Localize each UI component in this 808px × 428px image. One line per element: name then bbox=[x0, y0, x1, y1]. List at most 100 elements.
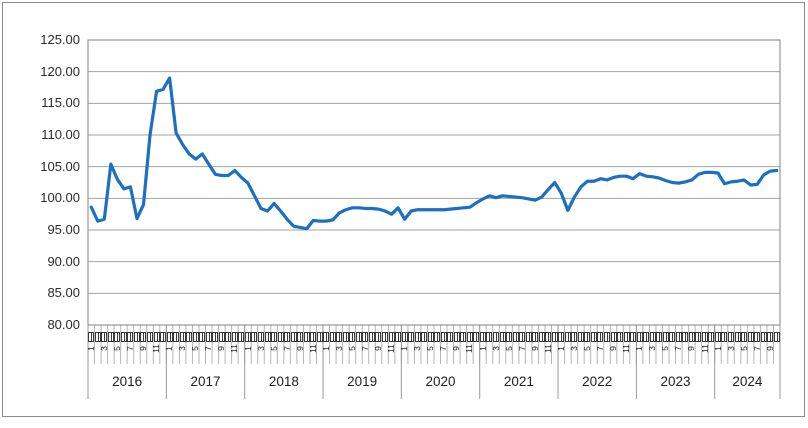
month-glyph-box bbox=[773, 332, 780, 342]
month-glyph-box bbox=[355, 332, 362, 342]
x-tick-label: 9 bbox=[373, 326, 383, 400]
month-glyph-box bbox=[466, 332, 473, 342]
month-glyph-box bbox=[440, 332, 447, 342]
month-glyph-box bbox=[643, 332, 650, 342]
x-tick-label bbox=[368, 326, 376, 400]
x-tick-label bbox=[212, 326, 219, 400]
x-tick-label: 3 bbox=[726, 326, 736, 400]
month-glyph-box bbox=[218, 332, 225, 342]
month-glyph-box bbox=[323, 332, 330, 342]
x-tick-label: 11 bbox=[308, 326, 318, 400]
month-glyph-box bbox=[205, 332, 212, 342]
x-tick-label: 1 bbox=[477, 326, 487, 400]
month-glyph-box bbox=[271, 332, 278, 342]
x-tick-label: 5 bbox=[739, 326, 749, 400]
month-glyph-box bbox=[212, 332, 219, 342]
x-tick-label bbox=[695, 326, 702, 400]
data-series-line bbox=[89, 76, 779, 231]
month-glyph-box bbox=[499, 332, 506, 342]
x-tick-label: 5 bbox=[347, 326, 357, 400]
x-tick-label bbox=[160, 326, 167, 400]
month-glyph-box bbox=[186, 332, 193, 342]
x-tick-label bbox=[342, 326, 350, 400]
month-glyph-box bbox=[669, 332, 676, 342]
month-glyph-box bbox=[101, 332, 108, 342]
x-tick-label: 1 bbox=[634, 326, 644, 400]
month-glyph-box bbox=[662, 332, 669, 342]
x-tick-label: 11 bbox=[464, 326, 474, 400]
month-glyph-box bbox=[519, 332, 526, 342]
month-glyph-box bbox=[741, 332, 748, 342]
x-tick-label: 9 bbox=[295, 326, 305, 400]
month-glyph-box bbox=[597, 332, 604, 342]
x-tick-label bbox=[238, 326, 245, 400]
month-glyph-box bbox=[695, 332, 702, 342]
year-label: 2019 bbox=[347, 374, 378, 389]
month-glyph-box bbox=[349, 332, 356, 342]
x-tick-label bbox=[682, 326, 689, 400]
month-glyph-box bbox=[401, 332, 408, 342]
x-tick-label: 1 bbox=[242, 326, 252, 400]
x-tick-label: 7 bbox=[673, 326, 683, 400]
year-label: 2022 bbox=[582, 374, 613, 389]
y-axis-label: 90.00 bbox=[47, 253, 80, 269]
x-tick-label bbox=[133, 326, 141, 400]
month-glyph-box bbox=[747, 332, 754, 342]
x-tick-label: 7 bbox=[595, 326, 605, 400]
year-label: 2021 bbox=[503, 374, 534, 389]
month-glyph-box bbox=[577, 332, 584, 342]
month-glyph-box bbox=[107, 332, 114, 342]
x-tick-label: 7 bbox=[438, 326, 448, 400]
x-tick-label: 7 bbox=[360, 326, 370, 400]
month-glyph-box bbox=[571, 332, 578, 342]
x-tick-label bbox=[421, 326, 428, 400]
x-tick-label: 3 bbox=[412, 326, 422, 400]
x-tick-label: 11 bbox=[386, 326, 396, 400]
x-tick-label: 11 bbox=[621, 326, 631, 400]
x-tick-label bbox=[603, 326, 611, 400]
x-tick-label: 9 bbox=[765, 326, 775, 400]
month-glyph-box bbox=[166, 332, 173, 342]
month-glyph-box bbox=[682, 332, 689, 342]
y-axis-label: 100.00 bbox=[40, 190, 80, 206]
x-tick-label bbox=[316, 326, 323, 400]
month-glyph-box bbox=[675, 332, 682, 342]
month-glyph-box bbox=[147, 332, 153, 342]
month-glyph-box bbox=[734, 332, 741, 342]
month-glyph-box bbox=[473, 332, 480, 342]
x-tick-label: 9 bbox=[686, 326, 696, 400]
x-tick-label: 3 bbox=[99, 326, 109, 400]
y-axis-label: 110.00 bbox=[41, 127, 80, 142]
x-tick-label bbox=[107, 326, 115, 400]
month-glyph-box bbox=[382, 332, 389, 342]
x-tick-label: 5 bbox=[425, 326, 435, 400]
x-tick-label: 9 bbox=[530, 326, 540, 400]
month-glyph-box bbox=[251, 332, 258, 342]
month-glyph-box bbox=[512, 332, 519, 342]
x-tick-label bbox=[538, 326, 545, 400]
month-glyph-box bbox=[630, 332, 637, 342]
month-glyph-box bbox=[310, 332, 317, 342]
month-glyph-box bbox=[179, 332, 186, 342]
x-tick-label: 1 bbox=[321, 326, 331, 400]
month-glyph-box bbox=[708, 332, 715, 342]
month-glyph-box bbox=[127, 332, 134, 342]
month-glyph-box bbox=[336, 332, 343, 342]
month-glyph-box bbox=[231, 332, 238, 342]
month-glyph-box bbox=[584, 332, 591, 342]
year-label: 2016 bbox=[112, 374, 143, 389]
x-tick-label: 11 bbox=[151, 326, 161, 400]
month-glyph-box bbox=[545, 332, 552, 342]
x-tick-label bbox=[551, 326, 559, 400]
x-tick-label bbox=[590, 326, 598, 400]
y-axis-label: 120.00 bbox=[40, 63, 80, 79]
month-glyph-box bbox=[303, 332, 310, 342]
month-glyph-box bbox=[506, 332, 513, 342]
x-tick-label bbox=[94, 326, 102, 400]
x-tick-label bbox=[525, 326, 532, 400]
x-tick-label bbox=[564, 326, 572, 400]
month-glyph-box bbox=[538, 332, 545, 342]
x-tick-label bbox=[264, 326, 271, 400]
month-glyph-box bbox=[160, 332, 167, 342]
y-axis-label: 80.00 bbox=[47, 317, 80, 332]
